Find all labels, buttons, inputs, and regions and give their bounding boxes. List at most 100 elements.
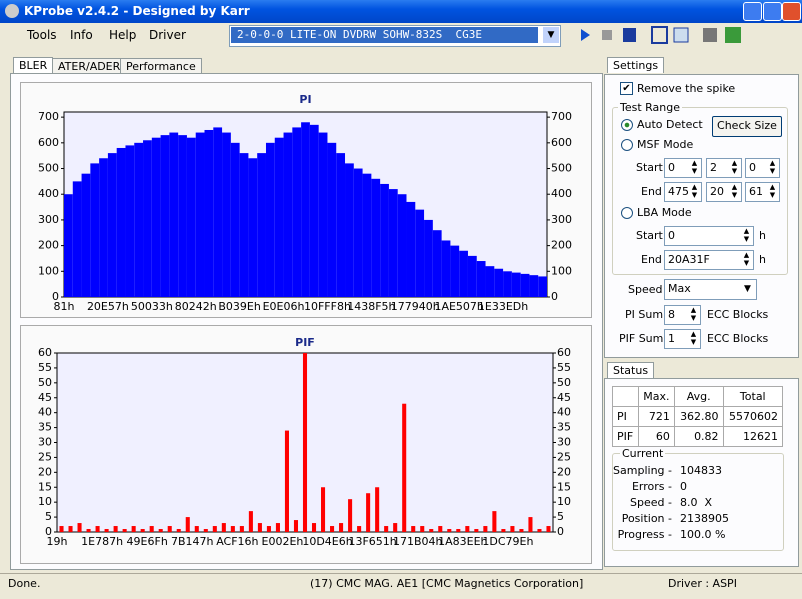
remove-spike-checkbox[interactable]: ✔ bbox=[620, 82, 633, 95]
tools-button[interactable] bbox=[703, 28, 717, 42]
x-tick-label: 80242h bbox=[175, 300, 217, 313]
item-value: 104833 bbox=[680, 464, 722, 477]
y-tick-label-right: 400 bbox=[551, 187, 572, 200]
menu-help[interactable]: Help bbox=[109, 28, 137, 42]
y-tick-label: 100 bbox=[38, 264, 59, 277]
bar bbox=[230, 526, 235, 532]
field-value: 1 bbox=[668, 332, 675, 345]
lba-end-field[interactable]: 20A31F ▲ ▼ bbox=[664, 250, 754, 270]
bar bbox=[450, 245, 460, 297]
lba-start-field[interactable]: 0 ▲ ▼ bbox=[664, 226, 754, 246]
close-button[interactable] bbox=[782, 2, 801, 21]
table-button[interactable] bbox=[673, 27, 689, 43]
bar bbox=[149, 526, 154, 532]
menu-driver[interactable]: Driver bbox=[149, 28, 186, 42]
bar bbox=[203, 529, 208, 532]
lba-start-unit: h bbox=[759, 229, 766, 242]
bar bbox=[371, 178, 381, 297]
bar bbox=[501, 529, 506, 532]
bar bbox=[353, 168, 363, 297]
msf-mode-radio[interactable] bbox=[621, 139, 633, 151]
bar bbox=[160, 135, 170, 297]
bar bbox=[380, 183, 389, 297]
speed-select[interactable]: Max ▼ bbox=[664, 279, 757, 300]
col-header: Avg. bbox=[673, 386, 724, 407]
stop-button[interactable] bbox=[602, 30, 612, 40]
bar bbox=[77, 523, 82, 532]
bar bbox=[327, 142, 337, 297]
bar bbox=[311, 523, 317, 532]
menu-info[interactable]: Info bbox=[70, 28, 93, 42]
dropdown-arrow[interactable]: ▼ bbox=[543, 27, 559, 43]
speed-label: Speed bbox=[628, 283, 663, 296]
bar bbox=[467, 255, 477, 297]
lba-start-label: Start bbox=[636, 229, 663, 242]
bar bbox=[265, 142, 275, 297]
item-value: 2138905 bbox=[680, 512, 729, 525]
bar bbox=[248, 158, 258, 297]
pif-sum-field[interactable]: 1 ▲ ▼ bbox=[664, 329, 701, 349]
field-value: Max bbox=[668, 282, 691, 295]
y-tick-label-right: 20 bbox=[557, 465, 571, 478]
msf-end-frame[interactable]: 61 ▲ ▼ bbox=[745, 182, 780, 202]
drive-select[interactable]: 2-0-0-0 LITE-ON DVDRW SOHW-832S CG3E ▼ bbox=[229, 25, 561, 47]
x-tick-label: ACF16h bbox=[216, 535, 258, 548]
auto-detect-radio[interactable] bbox=[621, 119, 633, 131]
x-tick-label: E0E06h bbox=[263, 300, 305, 313]
bar bbox=[301, 122, 310, 298]
y-tick-label-right: 60 bbox=[557, 346, 571, 359]
bar bbox=[415, 209, 425, 297]
minimize-button[interactable] bbox=[743, 2, 762, 21]
bar bbox=[348, 499, 353, 532]
x-tick-label: 19h bbox=[47, 535, 68, 548]
status-tab[interactable]: Status bbox=[607, 362, 655, 378]
pi-sum-field[interactable]: 8 ▲ ▼ bbox=[664, 305, 701, 325]
field-value: 475 bbox=[668, 185, 689, 198]
bar bbox=[169, 132, 179, 297]
cell: 60 bbox=[637, 426, 675, 447]
lba-mode-radio[interactable] bbox=[621, 207, 633, 219]
bar bbox=[529, 275, 539, 297]
chart-title: PIF bbox=[295, 336, 315, 349]
bar bbox=[107, 153, 117, 297]
bar bbox=[510, 526, 515, 532]
layout-button[interactable] bbox=[651, 26, 668, 44]
about-button[interactable] bbox=[725, 27, 741, 43]
check-size-button[interactable]: Check Size bbox=[712, 116, 782, 137]
bar bbox=[151, 137, 161, 297]
y-tick-label: 50 bbox=[38, 376, 52, 389]
settings-tab[interactable]: Settings bbox=[607, 57, 665, 73]
bar bbox=[293, 520, 299, 532]
remove-spike-label: Remove the spike bbox=[637, 82, 736, 95]
bar bbox=[485, 266, 495, 297]
msf-start-sec[interactable]: 2 ▲ ▼ bbox=[706, 158, 742, 178]
x-tick-label: 50033h bbox=[131, 300, 173, 313]
bar bbox=[459, 250, 468, 297]
bar bbox=[397, 194, 407, 297]
bar bbox=[86, 529, 91, 532]
bar bbox=[99, 158, 108, 297]
bar bbox=[195, 132, 205, 297]
tab-performance[interactable]: Performance bbox=[120, 58, 202, 74]
msf-start-min[interactable]: 0 ▲ ▼ bbox=[664, 158, 702, 178]
y-tick-label-right: 45 bbox=[557, 391, 571, 404]
bar bbox=[104, 529, 109, 532]
msf-end-min[interactable]: 475 ▲ ▼ bbox=[664, 182, 702, 202]
save-button[interactable] bbox=[623, 28, 636, 42]
bar bbox=[420, 526, 425, 532]
tab-ater[interactable]: ATER/ADER bbox=[52, 58, 127, 74]
x-tick-label: 1E787h bbox=[81, 535, 123, 548]
tab-bler[interactable]: BLER bbox=[13, 57, 54, 73]
y-tick-label: 60 bbox=[38, 346, 52, 359]
y-tick-label: 45 bbox=[38, 391, 52, 404]
status-table: Max. Avg. Total PI 721 362.80 5570602 PIF 60 0.… bbox=[612, 386, 784, 447]
menu-tools[interactable]: Tools bbox=[27, 28, 57, 42]
lba-mode-label: LBA Mode bbox=[637, 206, 692, 219]
msf-start-frame[interactable]: 0 ▲ ▼ bbox=[745, 158, 780, 178]
y-tick-label-right: 0 bbox=[551, 290, 558, 303]
msf-end-sec[interactable]: 20 ▲ ▼ bbox=[706, 182, 742, 202]
bar bbox=[447, 529, 452, 532]
start-button[interactable] bbox=[581, 29, 590, 41]
maximize-button[interactable] bbox=[763, 2, 782, 21]
